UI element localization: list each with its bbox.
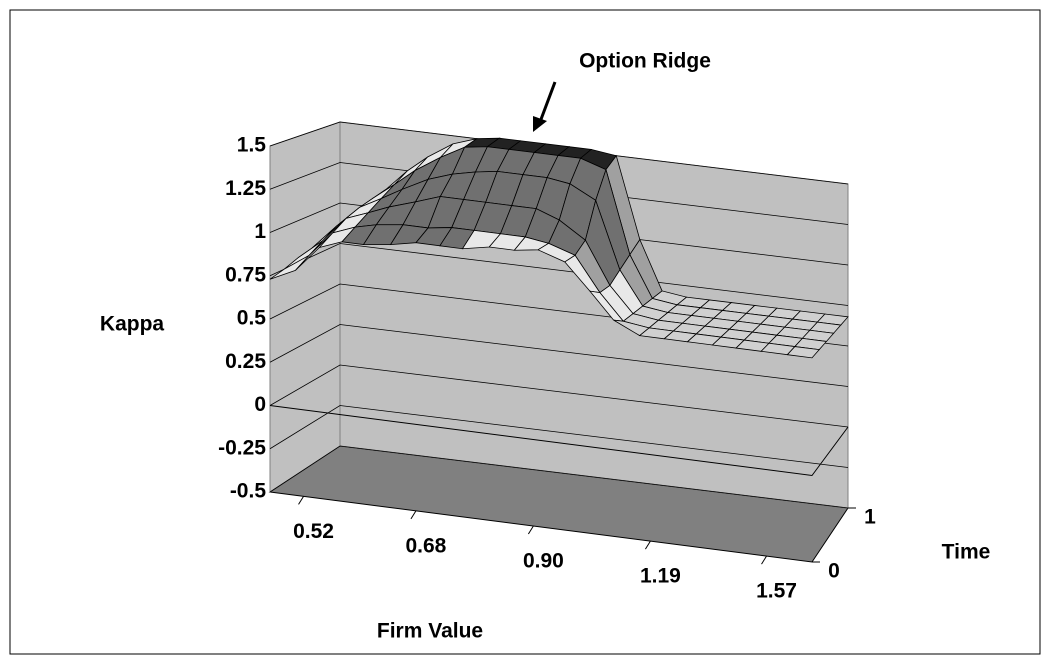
annotation-arrow bbox=[538, 81, 557, 123]
grid-line bbox=[269, 445, 849, 509]
grid-line bbox=[269, 202, 849, 266]
x-tick-label: 0.90 bbox=[523, 550, 564, 573]
x-tick bbox=[298, 496, 304, 505]
z-tick-label: -0.5 bbox=[230, 480, 267, 503]
y-axis-title: Kappa bbox=[100, 313, 165, 336]
x-tick bbox=[527, 525, 534, 535]
x-tick bbox=[761, 555, 767, 565]
t-axis-title: Time bbox=[942, 541, 991, 564]
annotation: Option Ridge bbox=[579, 50, 711, 73]
grid-line bbox=[269, 121, 849, 185]
grid-line bbox=[269, 405, 849, 468]
grid-line bbox=[269, 364, 849, 428]
x-tick-label: 0.68 bbox=[405, 534, 446, 557]
surface-cell bbox=[786, 346, 820, 359]
x-tick-label: 1.57 bbox=[756, 580, 797, 603]
grid-line bbox=[269, 162, 849, 225]
z-tick-label: 0.75 bbox=[225, 263, 266, 286]
x-tick-label: 0.52 bbox=[293, 520, 334, 543]
side-wall bbox=[269, 121, 341, 493]
z-tick-label: 1 bbox=[254, 220, 266, 243]
t-tick-label: 1 bbox=[864, 506, 876, 529]
z-tick-label: -0.25 bbox=[218, 436, 266, 459]
z-tick-label: 1.5 bbox=[237, 134, 267, 157]
x-tick bbox=[644, 540, 651, 550]
z-tick-label: 1.25 bbox=[225, 177, 266, 200]
z-tick-label: 0 bbox=[254, 393, 266, 416]
grid-line bbox=[269, 324, 849, 387]
z-tick-label: 0.25 bbox=[225, 350, 266, 373]
z-tick-label: 0.5 bbox=[237, 307, 267, 330]
plot bbox=[269, 137, 849, 359]
x-axis-title: Firm Value bbox=[377, 620, 483, 643]
x-tick bbox=[410, 510, 417, 520]
x-tick-label: 1.19 bbox=[640, 565, 681, 588]
zero-axis bbox=[269, 405, 849, 477]
t-tick-label: 0 bbox=[828, 560, 840, 583]
annotation-arrowhead bbox=[533, 116, 547, 132]
